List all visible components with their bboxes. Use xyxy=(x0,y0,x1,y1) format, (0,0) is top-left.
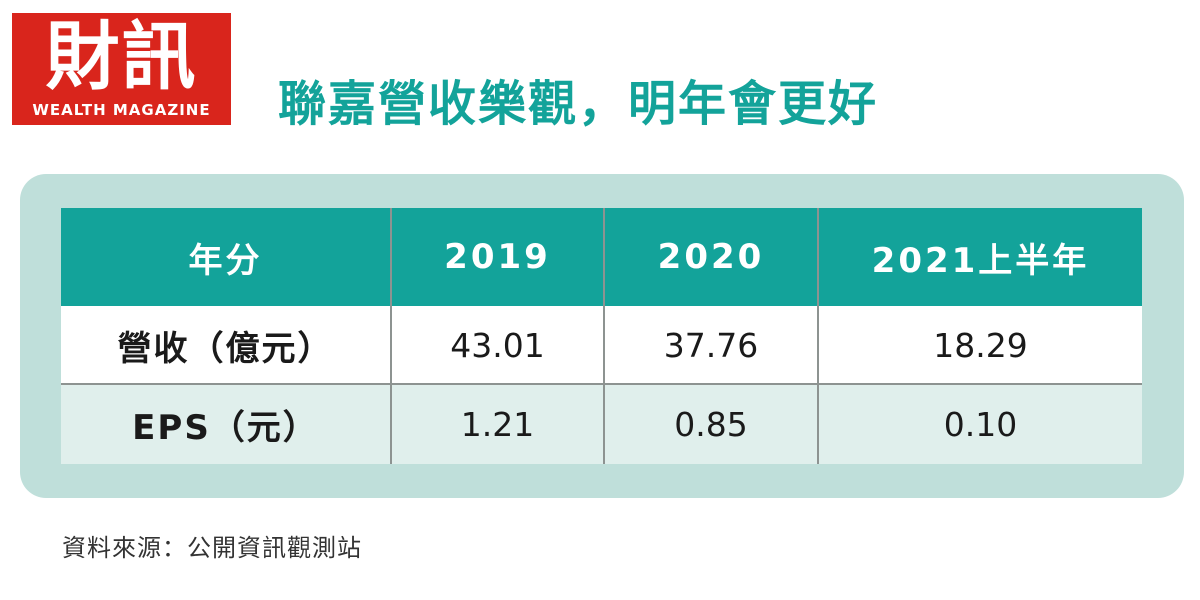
revenue-2019-cell: 43.01 xyxy=(392,306,603,384)
wealth-magazine-logo: 財訊 WEALTH MAGAZINE xyxy=(12,13,231,125)
data-table: 年分 2019 2020 2021上半年 營收（億元） 43.01 37.76 … xyxy=(61,208,1142,464)
eps-2020-cell: 0.85 xyxy=(605,384,817,464)
column-divider xyxy=(390,208,392,464)
header-cell-2020: 2020 xyxy=(605,208,817,306)
source-note: 資料來源：公開資訊觀測站 xyxy=(62,534,362,562)
column-divider xyxy=(603,208,605,464)
header-cell-2021h1: 2021上半年 xyxy=(819,208,1142,306)
page-title: 聯嘉營收樂觀，明年會更好 xyxy=(278,76,879,132)
eps-2021h1-cell: 0.10 xyxy=(819,384,1142,464)
header-cell-2019: 2019 xyxy=(392,208,603,306)
row-divider xyxy=(61,383,1142,385)
logo-sub-text: WEALTH MAGAZINE xyxy=(32,101,211,119)
eps-2019-cell: 1.21 xyxy=(392,384,603,464)
logo-main-text: 財訊 xyxy=(45,14,198,100)
revenue-2021h1-cell: 18.29 xyxy=(819,306,1142,384)
header-cell-year: 年分 xyxy=(61,208,390,306)
row-label-eps: EPS（元） xyxy=(61,384,390,464)
revenue-2020-cell: 37.76 xyxy=(605,306,817,384)
column-divider xyxy=(817,208,819,464)
row-label-revenue: 營收（億元） xyxy=(61,306,390,384)
